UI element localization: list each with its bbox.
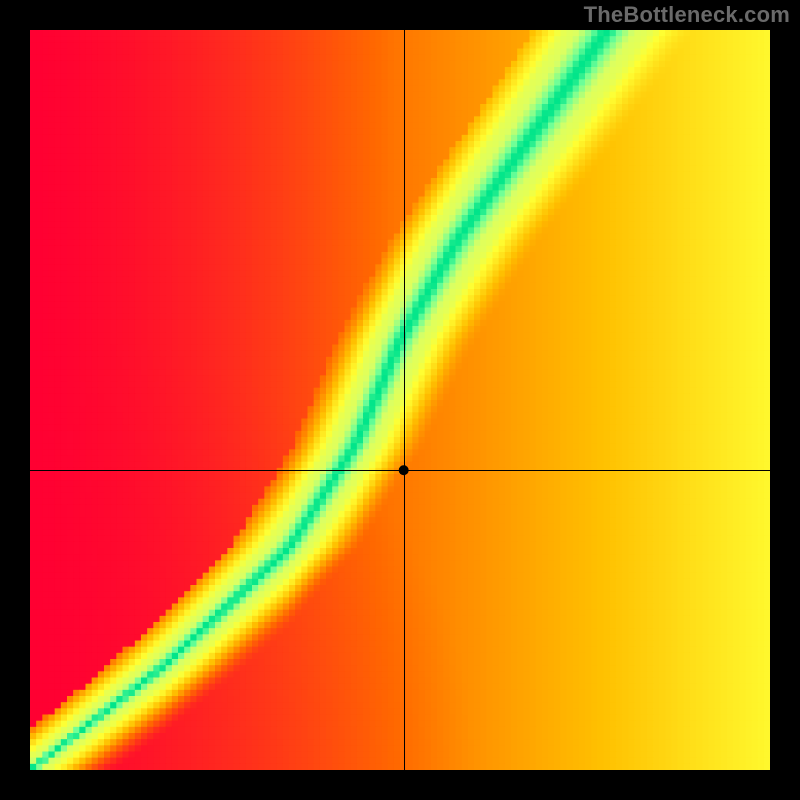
image-root: TheBottleneck.com <box>0 0 800 800</box>
watermark-text: TheBottleneck.com <box>584 2 790 28</box>
heatmap-canvas <box>30 30 770 770</box>
heatmap-canvas-wrap <box>30 30 770 770</box>
